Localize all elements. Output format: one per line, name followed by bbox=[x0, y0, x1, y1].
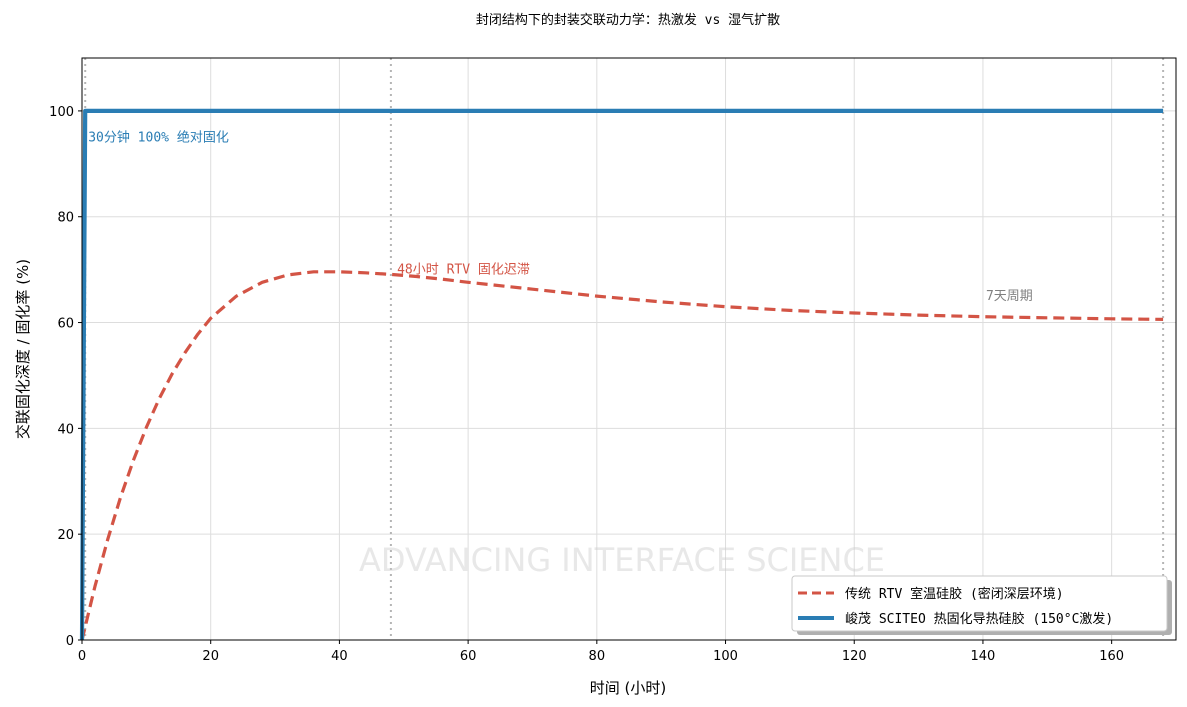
x-axis: 0 20 40 60 80 100 120 140 160 bbox=[78, 640, 1124, 664]
series-line-1 bbox=[80, 270, 1164, 641]
legend-box bbox=[791, 575, 1168, 632]
plot-frame bbox=[81, 57, 1177, 641]
x-tick-label: 40 bbox=[331, 649, 348, 664]
x-tick-label: 120 bbox=[842, 649, 867, 664]
x-tick-label: 80 bbox=[589, 649, 606, 664]
y-tick-label: 40 bbox=[57, 422, 74, 437]
y-tick-label: 0 bbox=[66, 634, 74, 649]
y-axis: 0 20 40 60 80 100 bbox=[49, 105, 82, 649]
series-layer bbox=[79, 108, 1164, 641]
x-tick-label: 100 bbox=[713, 649, 738, 664]
x-tick-label: 140 bbox=[971, 649, 996, 664]
watermark: ADVANCING INTERFACE SCIENCE bbox=[359, 541, 885, 579]
x-tick-label: 20 bbox=[202, 649, 219, 664]
x-tick-label: 60 bbox=[460, 649, 477, 664]
y-tick-label: 80 bbox=[57, 211, 74, 226]
annotation-label: 7天周期 bbox=[986, 289, 1033, 304]
annotation-label: 30分钟 100% 绝对固化 bbox=[88, 129, 229, 145]
x-tick-label: 160 bbox=[1099, 649, 1124, 664]
legend: 传统 RTV 室温硅胶 (密闭深层环境) 峻茂 SCITEO 热固化导热硅胶 (1… bbox=[791, 575, 1172, 635]
series-line-2 bbox=[79, 108, 1164, 641]
y-tick-label: 20 bbox=[57, 528, 74, 543]
annotation-label: 48小时 RTV 固化迟滞 bbox=[397, 263, 530, 278]
y-tick-label: 100 bbox=[49, 105, 74, 120]
y-axis-label: 交联固化深度 / 固化率 (%) bbox=[14, 259, 32, 439]
legend-label-1: 传统 RTV 室温硅胶 (密闭深层环境) bbox=[845, 586, 1064, 602]
y-tick-label: 60 bbox=[57, 317, 74, 332]
annotations: 30分钟 100% 绝对固化 48小时 RTV 固化迟滞 7天周期 bbox=[88, 129, 1033, 304]
legend-label-2: 峻茂 SCITEO 热固化导热硅胶 (150°C激发) bbox=[845, 611, 1113, 627]
x-axis-label: 时间 (小时) bbox=[590, 679, 666, 697]
x-tick-label: 0 bbox=[78, 649, 86, 664]
chart-title: 封闭结构下的封装交联动力学：热激发 vs 湿气扩散 bbox=[476, 12, 780, 28]
